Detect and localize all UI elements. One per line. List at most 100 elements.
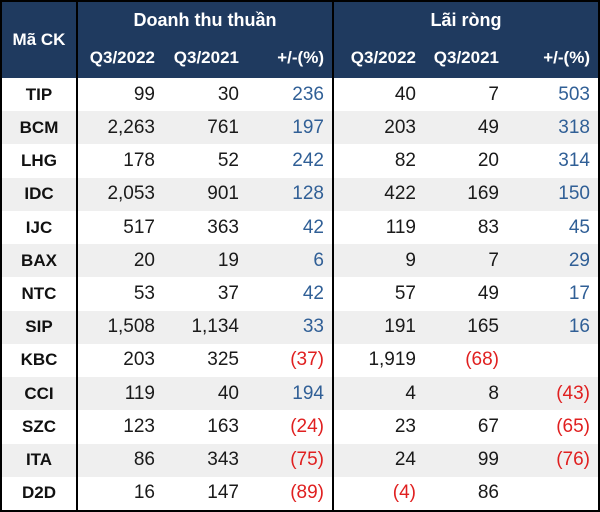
stock-code: SZC: [2, 410, 78, 444]
value-cell: 343: [207, 449, 239, 471]
table-body: TIP 99 30 236 40 7 503 BCM 2,263 761 197 203 49 318 LH…: [2, 78, 598, 510]
table-row: TIP 99 30 236 40 7 503: [2, 78, 598, 112]
col-header-revenue-q3-2021: Q3/2021: [173, 48, 239, 67]
value-cell: 119: [385, 216, 416, 238]
group-header-net-profit: Lãi ròng: [430, 9, 502, 30]
value-cell: 42: [247, 277, 334, 311]
stock-code: BCM: [2, 111, 78, 145]
stock-code: SIP: [2, 310, 78, 344]
value-cell: 191: [384, 316, 416, 338]
value-cell: 8: [488, 382, 499, 404]
value-cell: 49: [477, 283, 499, 305]
value-cell: 1,919: [368, 349, 416, 371]
value-cell: 86: [133, 449, 155, 471]
value-cell: [507, 344, 598, 377]
table-row: SIP 1,508 1,134 33 191 165 16: [2, 310, 598, 344]
value-cell: 29: [568, 249, 590, 271]
value-cell: 83: [477, 216, 499, 238]
col-header-profit-q3-2022: Q3/2022: [350, 48, 416, 67]
value-cell: 163: [207, 415, 239, 437]
stock-code: BAX: [2, 244, 78, 278]
value-cell: 7: [488, 249, 499, 271]
value-cell: 165: [467, 316, 499, 338]
value-cell: 901: [207, 183, 239, 205]
value-cell: 52: [217, 150, 239, 172]
value-cell: 242: [247, 144, 334, 178]
value-cell: (65): [556, 415, 590, 437]
table-header: Mã CK Doanh thu thuần Lãi ròng Q3/2022 Q…: [2, 2, 598, 78]
value-cell: 24: [394, 449, 416, 471]
value-cell: 150: [558, 183, 590, 205]
value-cell: 325: [207, 349, 239, 371]
value-cell: 314: [558, 150, 590, 172]
col-header-profit-q3-2021: Q3/2021: [433, 48, 499, 67]
stock-code: IDC: [2, 177, 78, 211]
table-row: BCM 2,263 761 197 203 49 318: [2, 111, 598, 145]
value-cell: [507, 477, 598, 510]
value-cell: 503: [558, 83, 590, 105]
value-cell: 30: [217, 83, 239, 105]
value-cell: 19: [217, 249, 239, 271]
value-cell: 203: [123, 349, 155, 371]
value-cell: 45: [568, 216, 590, 238]
stock-code: CCI: [2, 377, 78, 411]
stock-code: IJC: [2, 210, 78, 245]
value-cell: 123: [123, 415, 155, 437]
corner-header-stock-code: Mã CK: [2, 2, 78, 78]
table-row: KBC 203 325 (37) 1,919 (68): [2, 343, 598, 378]
table-row: BAX 20 19 6 9 7 29: [2, 244, 598, 278]
value-cell: 147: [207, 482, 239, 504]
value-cell: 23: [394, 415, 416, 437]
value-cell: 203: [384, 116, 416, 138]
value-cell: 16: [133, 482, 155, 504]
value-cell: 6: [247, 244, 334, 278]
value-cell: 7: [488, 83, 499, 105]
table-row: ITA 86 343 (75) 24 99 (76): [2, 443, 598, 477]
value-cell: 761: [207, 116, 239, 138]
value-cell: 53: [133, 283, 155, 305]
value-cell: 119: [124, 382, 155, 404]
value-cell: (4): [392, 482, 416, 504]
value-cell: 178: [123, 150, 155, 172]
value-cell: 82: [394, 150, 416, 172]
value-cell: 422: [384, 183, 416, 205]
stock-code: TIP: [2, 78, 78, 112]
value-cell: (43): [556, 382, 590, 404]
value-cell: 169: [467, 183, 499, 205]
value-cell: 99: [477, 449, 499, 471]
value-cell: (37): [247, 343, 334, 378]
value-cell: 2,053: [107, 183, 155, 205]
table-row: IDC 2,053 901 128 422 169 150: [2, 177, 598, 211]
value-cell: 99: [133, 83, 155, 105]
table-row: IJC 517 363 42 119 83 45: [2, 210, 598, 245]
value-cell: 67: [477, 415, 499, 437]
value-cell: (76): [556, 449, 590, 471]
value-cell: 57: [394, 283, 416, 305]
table-row: NTC 53 37 42 57 49 17: [2, 277, 598, 311]
value-cell: 20: [133, 249, 155, 271]
stock-code: LHG: [2, 144, 78, 178]
value-cell: 42: [247, 210, 334, 245]
value-cell: (75): [247, 443, 334, 477]
value-cell: 1,508: [107, 316, 155, 338]
value-cell: 17: [568, 283, 590, 305]
group-header-net-revenue: Doanh thu thuần: [78, 2, 334, 38]
value-cell: 20: [477, 150, 499, 172]
value-cell: 9: [405, 249, 416, 271]
value-cell: 16: [568, 316, 590, 338]
value-cell: 40: [217, 382, 239, 404]
col-header-revenue-change: +/-(%): [247, 38, 334, 78]
value-cell: (24): [247, 410, 334, 444]
stock-code: D2D: [2, 476, 78, 510]
table-row: CCI 119 40 194 4 8 (43): [2, 377, 598, 411]
value-cell: 517: [123, 216, 155, 238]
col-header-profit-change: +/-(%): [543, 48, 590, 67]
value-cell: 40: [394, 83, 416, 105]
stock-code: KBC: [2, 343, 78, 378]
table-row: SZC 123 163 (24) 23 67 (65): [2, 410, 598, 444]
table-row: D2D 16 147 (89) (4) 86: [2, 476, 598, 510]
value-cell: 4: [405, 382, 416, 404]
value-cell: 194: [247, 377, 334, 411]
value-cell: 2,263: [107, 116, 155, 138]
